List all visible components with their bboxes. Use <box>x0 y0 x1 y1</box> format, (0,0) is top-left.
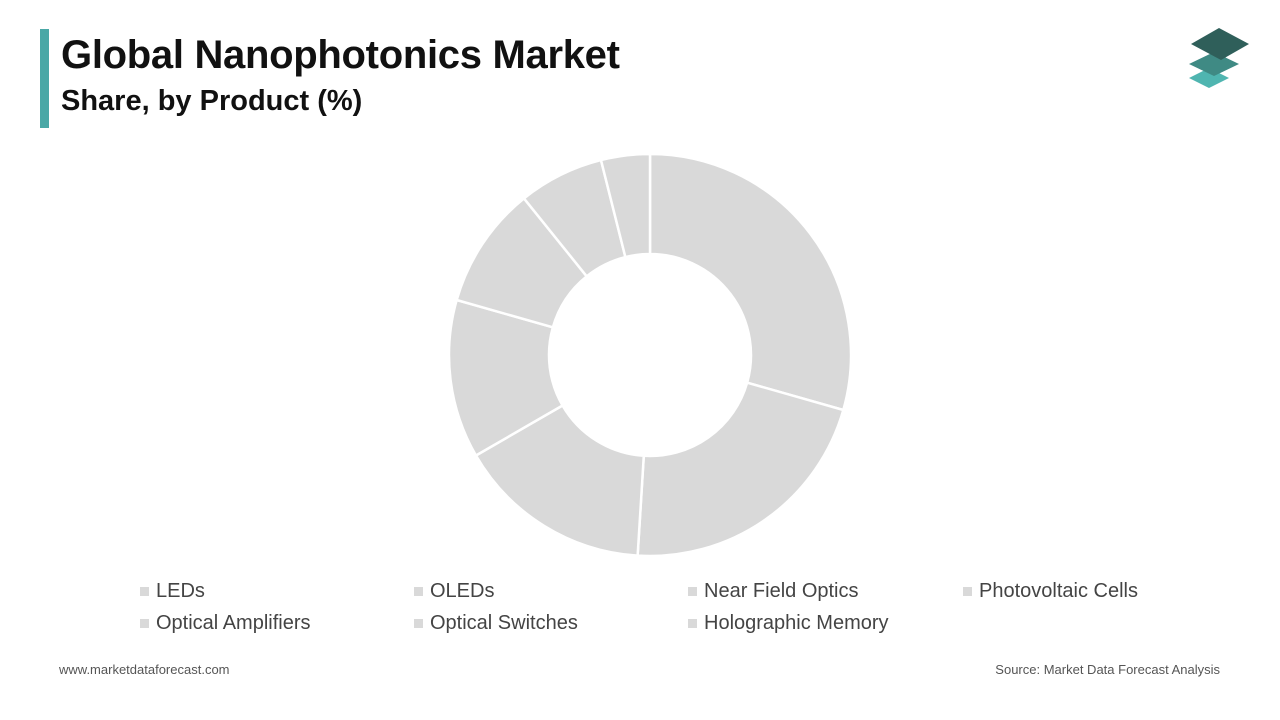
donut-slice-leds <box>648 152 853 412</box>
donut-slice-oleds <box>636 381 845 558</box>
legend-item: Holographic Memory <box>688 610 889 636</box>
chart-subtitle: Share, by Product (%) <box>61 85 363 117</box>
legend-swatch <box>414 618 423 628</box>
legend-swatch <box>414 586 423 596</box>
legend-item: Near Field Optics <box>688 578 859 604</box>
legend-swatch <box>963 586 972 596</box>
legend-swatch <box>688 618 697 628</box>
legend-label: Holographic Memory <box>704 611 889 634</box>
legend-label: OLEDs <box>430 579 495 602</box>
legend-item: Optical Amplifiers <box>140 610 311 636</box>
stacked-layers-icon <box>1189 28 1249 88</box>
chart-legend: LEDs OLEDs Near Field Optics Photovoltaic C… <box>140 578 1240 648</box>
donut-slice-near-field-optics <box>474 403 646 557</box>
chart-title: Global Nanophotonics Market <box>61 33 620 77</box>
legend-label: LEDs <box>156 579 205 602</box>
legend-item: LEDs <box>140 578 205 604</box>
logo-layer-middle <box>1189 52 1239 76</box>
website-label: www.marketdataforecast.com <box>59 662 230 677</box>
legend-swatch <box>140 586 149 596</box>
donut-slice-holographic-memory <box>599 152 652 259</box>
legend-label: Photovoltaic Cells <box>979 579 1138 602</box>
legend-swatch <box>688 586 697 596</box>
title-accent-bar <box>40 29 49 128</box>
logo-layer-top <box>1191 28 1249 60</box>
source-label: Source: Market Data Forecast Analysis <box>995 662 1220 677</box>
donut-slices <box>447 152 853 558</box>
legend-item: OLEDs <box>414 578 494 604</box>
donut-chart <box>447 152 853 558</box>
legend-label: Near Field Optics <box>704 579 859 602</box>
legend-item: Photovoltaic Cells <box>963 578 1138 604</box>
legend-swatch <box>140 618 149 628</box>
legend-label: Optical Amplifiers <box>156 611 311 634</box>
legend-item: Optical Switches <box>414 610 578 636</box>
legend-label: Optical Switches <box>430 611 578 634</box>
